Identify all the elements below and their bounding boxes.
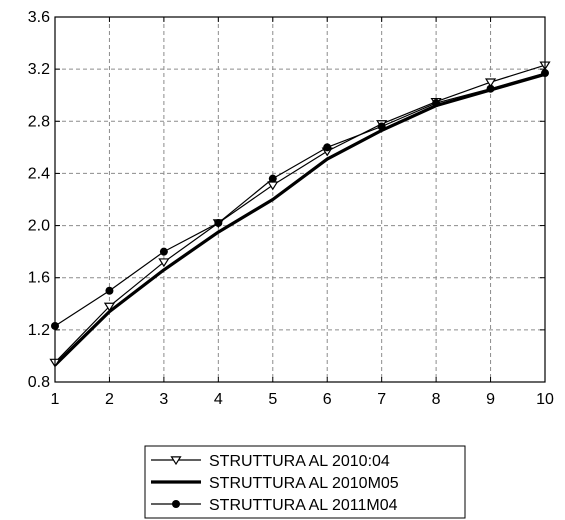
x-tick-label: 1 [51, 391, 60, 408]
legend-marker [170, 456, 182, 466]
y-tick-label: 3.6 [28, 9, 50, 26]
x-tick-label: 4 [214, 391, 223, 408]
plot-frame [54, 16, 546, 383]
legend-item: STRUTTURA AL 2010:04 [151, 453, 390, 470]
x-tick-label: 10 [536, 391, 554, 408]
series-line [54, 64, 546, 363]
data-point [323, 143, 332, 152]
series-line [53, 72, 546, 367]
series-1 [49, 61, 551, 368]
data-point [484, 78, 497, 88]
data-point [105, 286, 114, 295]
y-tick-label: 1.2 [28, 322, 50, 339]
series-lines [49, 61, 551, 368]
data-point [486, 84, 495, 93]
legend-item: STRUTTURA AL 2010M05 [151, 475, 399, 492]
y-tick-label: 0.8 [28, 374, 50, 391]
x-tick-label: 5 [268, 391, 277, 408]
legend-label: STRUTTURA AL 2010:04 [209, 453, 390, 470]
x-tick-label: 9 [486, 391, 495, 408]
x-tick-label: 2 [105, 391, 114, 408]
legend-marker [172, 500, 180, 508]
x-tick-label: 7 [377, 391, 386, 408]
legend-label: STRUTTURA AL 2011M04 [209, 497, 398, 514]
series-3 [51, 69, 549, 330]
data-point [214, 218, 223, 227]
y-tick-label: 3.2 [28, 61, 50, 78]
y-tick-label: 1.6 [28, 270, 50, 287]
data-point [159, 247, 168, 256]
y-tick-label: 2.8 [28, 113, 50, 130]
series-line [54, 72, 546, 327]
x-tick-label: 3 [159, 391, 168, 408]
series-2 [53, 72, 546, 367]
data-point [432, 99, 441, 108]
y-tick-label: 2.4 [28, 165, 50, 182]
legend: STRUTTURA AL 2010:04 STRUTTURA AL 2010M05… [144, 445, 466, 519]
x-tick-label: 6 [323, 391, 332, 408]
data-point [158, 258, 170, 268]
legend-label: STRUTTURA AL 2010M05 [209, 475, 399, 492]
legend-item: STRUTTURA AL 2011M04 [151, 497, 398, 514]
data-point [267, 181, 279, 191]
x-tick-label: 8 [432, 391, 441, 408]
data-point [103, 302, 116, 312]
grid-lines [55, 17, 545, 382]
axis-ticks: 0.8 1.2 1.6 2.0 2.4 2.8 3.2 3.6 1 2 3 4 5 6 7 8 9 10 [28, 9, 554, 408]
data-point [268, 174, 277, 183]
y-tick-label: 2.0 [28, 218, 50, 235]
data-point [377, 122, 386, 131]
